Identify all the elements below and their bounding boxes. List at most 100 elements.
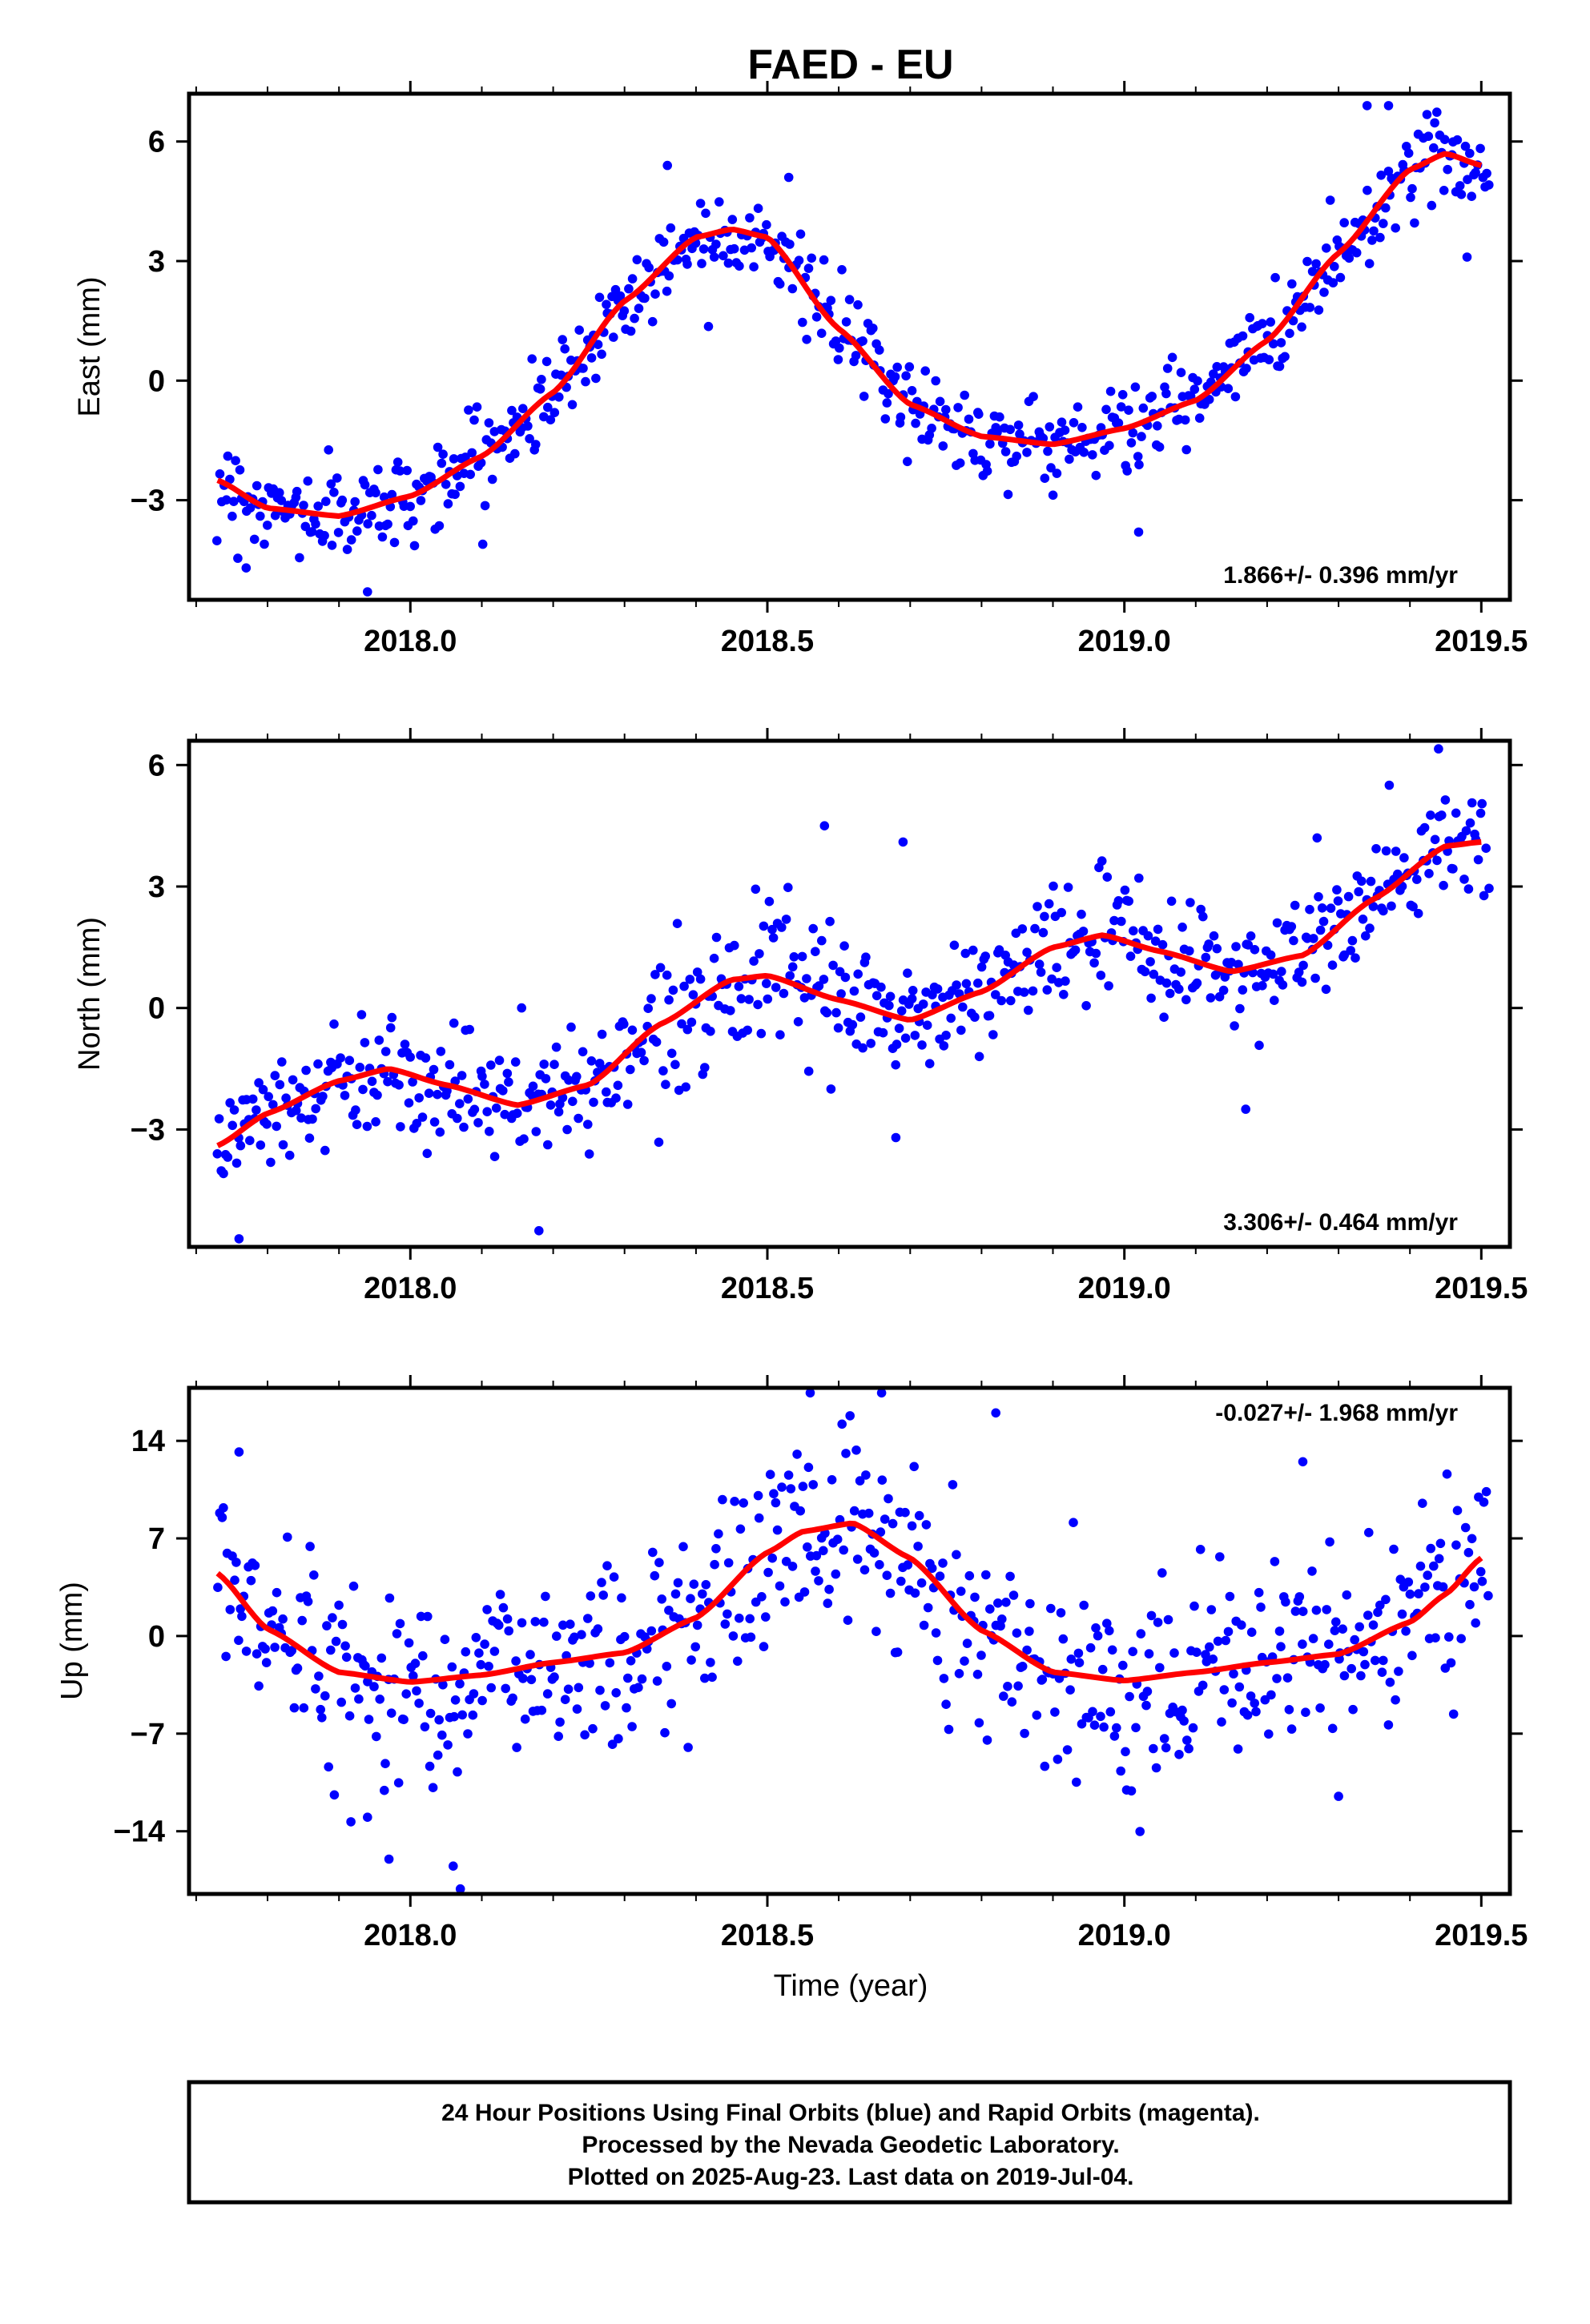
north-data-point <box>994 945 1004 955</box>
east-data-point <box>1471 167 1480 178</box>
north-data-point <box>1145 957 1155 967</box>
up-data-point <box>896 1576 906 1586</box>
up-data-point <box>1091 1623 1101 1633</box>
up-data-point <box>303 1597 313 1606</box>
up-data-point <box>753 1490 763 1501</box>
east-data-point <box>662 160 672 171</box>
up-data-point <box>1471 1618 1480 1628</box>
up-data-point <box>1371 1655 1380 1666</box>
east-data-point <box>709 252 719 262</box>
north-data-point <box>1024 1005 1033 1015</box>
up-data-point <box>1294 1592 1305 1602</box>
north-data-point <box>225 1098 235 1108</box>
up-data-point <box>392 1629 402 1638</box>
east-data-point <box>1305 303 1315 312</box>
up-data-point <box>518 1674 528 1683</box>
up-data-point <box>652 1676 662 1686</box>
north-data-point <box>706 1027 715 1036</box>
up-data-point <box>1128 1647 1137 1657</box>
east-data-point <box>833 355 843 364</box>
up-data-point <box>1463 1547 1474 1558</box>
north-data-point <box>677 1019 686 1029</box>
up-data-point <box>324 1762 334 1772</box>
north-data-point <box>422 1148 433 1159</box>
north-data-point <box>436 1047 446 1056</box>
north-data-point <box>291 1105 301 1116</box>
east-data-point <box>402 465 412 476</box>
east-data-point <box>1297 322 1306 332</box>
up-data-point <box>1024 1626 1034 1636</box>
up-data-point <box>1246 1691 1256 1701</box>
up-data-point <box>718 1494 727 1505</box>
east-data-point <box>507 405 517 416</box>
north-data-point <box>231 1158 242 1168</box>
east-data-point <box>798 317 807 328</box>
north-data-point <box>277 1057 287 1067</box>
east-data-point <box>841 317 851 327</box>
up-data-point <box>289 1703 300 1713</box>
up-ticks: 2018.0 2018.5 2019.0 2019.5 −14 −7 0 7 14 <box>114 1375 1528 1952</box>
east-y-tick-label: 0 <box>148 364 165 398</box>
north-data-point <box>374 1035 384 1045</box>
up-data-point <box>434 1715 444 1725</box>
north-data-point <box>974 1051 984 1062</box>
east-ylabel: East (mm) <box>73 276 107 416</box>
east-data-point <box>890 372 900 382</box>
east-data-point <box>233 553 243 563</box>
east-data-point <box>819 255 829 265</box>
east-data-point <box>586 353 597 363</box>
up-data-point <box>1281 1597 1290 1607</box>
north-data-point <box>270 1071 280 1080</box>
up-data-point <box>1290 1606 1301 1616</box>
east-data-point <box>664 271 674 281</box>
east-data-point <box>241 563 252 573</box>
up-data-point <box>328 1613 337 1622</box>
up-data-point <box>769 1489 779 1498</box>
up-data-point <box>1456 1634 1466 1643</box>
north-data-point <box>469 1104 480 1115</box>
north-data-point <box>1270 995 1279 1005</box>
east-data-point <box>1455 181 1465 191</box>
east-data-point <box>762 219 771 230</box>
north-data-point <box>1305 904 1314 915</box>
up-data-point <box>1219 1685 1230 1695</box>
east-data-point <box>982 466 992 476</box>
up-data-point <box>1479 1498 1489 1507</box>
up-data-point <box>363 1812 372 1822</box>
up-data-point <box>502 1614 513 1624</box>
up-data-point <box>876 1527 886 1537</box>
up-data-point <box>1217 1717 1226 1727</box>
up-data-point <box>541 1591 550 1602</box>
up-data-point <box>1274 1626 1285 1636</box>
up-data-point <box>1307 1566 1317 1576</box>
up-data-point <box>1046 1603 1056 1614</box>
up-data-point <box>938 1558 948 1568</box>
north-data-point <box>664 995 674 1005</box>
east-data-point <box>387 489 397 500</box>
north-data-point <box>394 1080 404 1090</box>
east-data-point <box>409 541 420 551</box>
north-data-point <box>494 1055 505 1065</box>
north-data-point <box>1393 869 1403 879</box>
footer-line-3: Plotted on 2025-Aug-23. Last data on 201… <box>568 2164 1134 2190</box>
east-data-point <box>640 293 650 304</box>
north-data-point <box>491 1103 501 1113</box>
north-data-point <box>404 1098 414 1108</box>
east-data-point <box>556 370 566 380</box>
north-data-point <box>504 1077 513 1087</box>
north-data-point <box>1149 969 1159 979</box>
east-data-point <box>896 412 906 422</box>
up-data-point <box>316 1704 326 1715</box>
east-data-point <box>695 199 706 208</box>
up-data-point <box>299 1703 309 1713</box>
up-data-point <box>1085 1642 1096 1653</box>
north-data-point <box>1473 854 1483 865</box>
up-data-point <box>1195 1545 1206 1554</box>
east-data-point <box>1410 218 1419 228</box>
north-data-point <box>775 1030 785 1039</box>
north-data-point <box>840 972 851 983</box>
east-data-point <box>985 439 995 449</box>
up-data-point <box>1438 1582 1448 1592</box>
north-data-point <box>358 1084 368 1095</box>
up-data-point <box>803 1462 814 1473</box>
